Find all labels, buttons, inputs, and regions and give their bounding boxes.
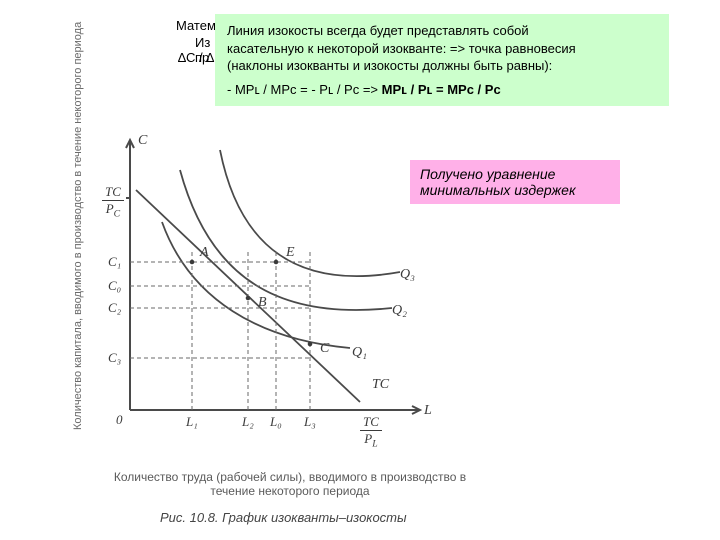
green-line4b: MPʟ / Pʟ = MPᴄ / Pᴄ [382, 82, 501, 97]
svg-text:A: A [199, 245, 209, 260]
svg-text:C: C [320, 341, 330, 356]
svg-text:C₂: C₂ [108, 300, 122, 315]
svg-text:0: 0 [116, 412, 123, 427]
frac-y: TC PC [102, 184, 124, 220]
green-line3: (наклоны изокванты и изокосты должны быт… [227, 57, 657, 75]
x-axis-caption: Количество труда (рабочей силы), вводимо… [110, 470, 470, 498]
svg-text:TC: TC [372, 377, 390, 392]
figure-caption: Рис. 10.8. График изокванты–изокосты [160, 510, 407, 525]
svg-text:L₂: L₂ [241, 414, 254, 429]
svg-text:L₀: L₀ [269, 414, 282, 429]
svg-text:Q₂: Q₂ [392, 303, 407, 318]
green-line4a: - MPʟ / MPᴄ = - Pʟ / Pᴄ => [227, 82, 378, 97]
green-callout: Линия изокосты всегда будет представлять… [215, 14, 669, 106]
svg-text:C₁: C₁ [108, 254, 121, 269]
green-line1: Линия изокосты всегда будет представлять… [227, 22, 657, 40]
bg-text-matem: Матем [176, 18, 216, 33]
svg-text:C₃: C₃ [108, 350, 121, 365]
svg-text:C₀: C₀ [108, 278, 121, 293]
svg-text:L₃: L₃ [303, 414, 316, 429]
bg-text-iz: Из [195, 35, 210, 50]
svg-text:Q₁: Q₁ [352, 345, 367, 360]
green-line2: касательную к некоторой изокванте: => то… [227, 40, 657, 58]
svg-text:C: C [138, 133, 148, 148]
chart: C L 0 TC Q₁ Q₂ Q₃ C₁ C₀ C₂ C₃ L₁ L₂ L₀ L₃ A E B C TC PC TC… [100, 130, 450, 450]
y-axis-caption: Количество капитала, вводимого в произво… [72, 130, 84, 430]
svg-text:L₁: L₁ [185, 414, 198, 429]
frac-x: TC PL [360, 414, 382, 450]
svg-text:Q₃: Q₃ [400, 267, 415, 282]
svg-text:B: B [258, 295, 267, 310]
svg-text:L: L [423, 403, 432, 418]
bg-text-delta: ∆C / ∆ [178, 50, 214, 65]
svg-text:E: E [285, 245, 295, 260]
